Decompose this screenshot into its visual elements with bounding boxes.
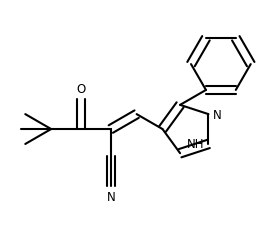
Text: NH: NH: [187, 138, 204, 151]
Text: N: N: [106, 190, 115, 203]
Text: N: N: [213, 108, 221, 121]
Text: O: O: [76, 83, 86, 95]
